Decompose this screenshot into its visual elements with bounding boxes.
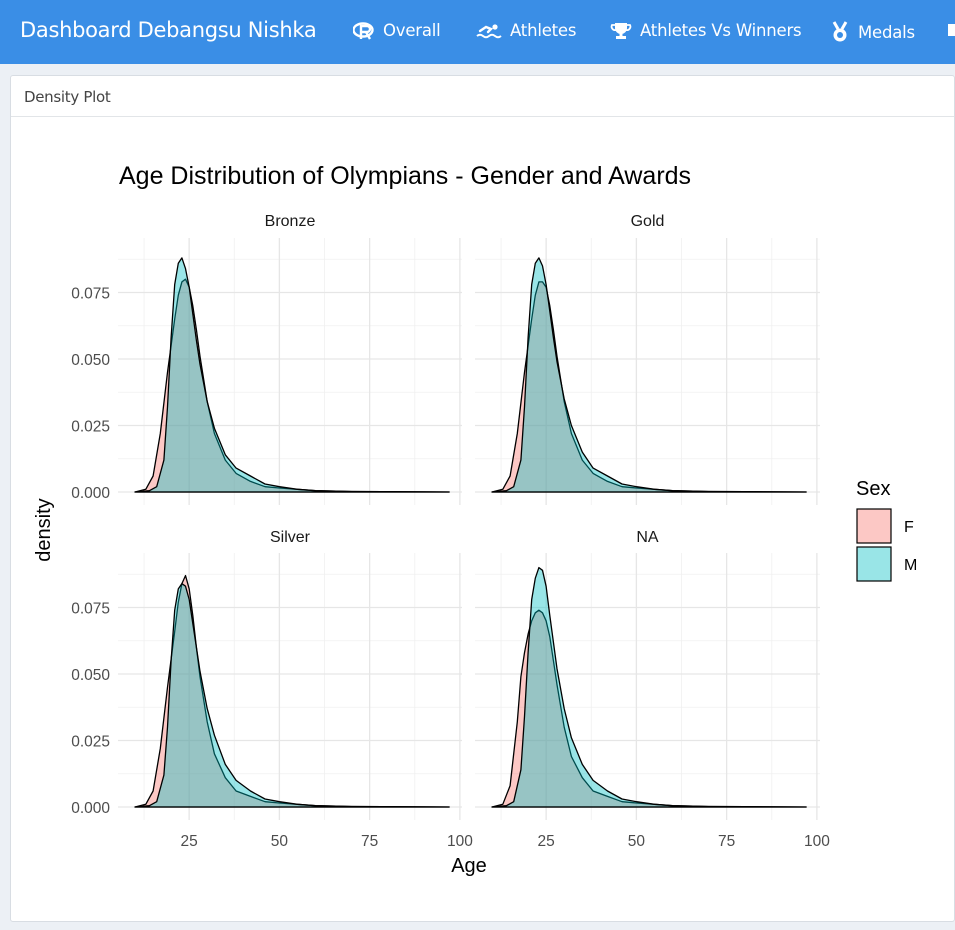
x-tick-label: 25 (181, 833, 198, 850)
density-plot-box: Density Plot (10, 75, 955, 922)
y-tick-label: 0.075 (71, 286, 110, 303)
y-tick-label: 0.025 (71, 734, 110, 751)
x-axis-label: Age (451, 855, 487, 877)
y-tick-label: 0.050 (71, 352, 110, 369)
facet-label: Gold (631, 213, 665, 230)
y-tick-label: 0.025 (71, 419, 110, 436)
nav-athletes-label: Athletes (510, 21, 577, 40)
x-tick-label: 50 (271, 833, 289, 850)
nav-more-icon[interactable] (948, 21, 955, 39)
x-tick-label: 75 (718, 833, 735, 850)
box-title: Density Plot (11, 76, 954, 117)
nav-athletes[interactable]: Athletes (476, 21, 576, 40)
x-tick-label: 75 (361, 833, 378, 850)
density-area-M (491, 257, 807, 493)
y-tick-label: 0.000 (71, 485, 110, 502)
legend-title: Sex (856, 478, 890, 500)
density-area-M (134, 582, 450, 808)
y-axis-label: density (33, 498, 55, 561)
r-logo-icon (353, 21, 374, 40)
legend-label: M (904, 557, 917, 574)
nav-medals[interactable]: Medals (830, 21, 915, 43)
x-tick-label: 50 (628, 833, 646, 850)
y-tick-label: 0.075 (71, 601, 110, 618)
nav-medals-label: Medals (858, 22, 915, 42)
medal-icon (832, 21, 848, 42)
x-tick-label: 100 (447, 833, 473, 850)
facet-label: Bronze (265, 213, 316, 230)
y-tick-label: 0.050 (71, 667, 110, 684)
x-tick-label: 100 (804, 833, 830, 850)
facet-label: Silver (270, 529, 311, 546)
legend-key-M (856, 546, 892, 582)
swimmer-icon (476, 23, 502, 38)
chart-title: Age Distribution of Olympians - Gender a… (119, 162, 691, 190)
nav-athletes-vs-winners[interactable]: Athletes Vs Winners (610, 21, 802, 40)
density-area-M (491, 566, 807, 808)
legend-label: F (904, 519, 914, 536)
nav-athletes-vs-winners-label: Athletes Vs Winners (640, 21, 802, 40)
y-tick-label: 0.000 (71, 800, 110, 817)
trophy-icon (610, 22, 632, 39)
legend-key-F (856, 508, 892, 544)
density-area-M (134, 257, 450, 493)
app-title[interactable]: Dashboard Debangsu Nishka (20, 18, 317, 42)
facet-label: NA (636, 529, 659, 546)
nav-overall[interactable]: Overall (353, 21, 441, 40)
nav-overall-label: Overall (383, 21, 441, 40)
x-tick-label: 25 (538, 833, 555, 850)
navbar: Dashboard Debangsu Nishka Overall Athlet… (0, 0, 955, 64)
